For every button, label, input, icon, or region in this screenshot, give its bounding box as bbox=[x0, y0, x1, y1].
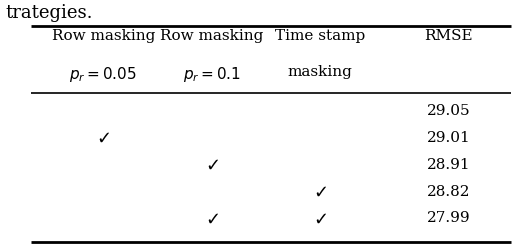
Text: $\checkmark$: $\checkmark$ bbox=[96, 129, 110, 147]
Text: $p_r = 0.05$: $p_r = 0.05$ bbox=[69, 65, 137, 84]
Text: 27.99: 27.99 bbox=[427, 211, 471, 225]
Text: trategies.: trategies. bbox=[5, 4, 93, 22]
Text: RMSE: RMSE bbox=[425, 29, 473, 43]
Text: $p_r = 0.1$: $p_r = 0.1$ bbox=[183, 65, 240, 84]
Text: 28.82: 28.82 bbox=[427, 184, 471, 199]
Text: 29.05: 29.05 bbox=[427, 104, 471, 118]
Text: Row masking: Row masking bbox=[52, 29, 155, 43]
Text: 28.91: 28.91 bbox=[427, 158, 471, 172]
Text: $\checkmark$: $\checkmark$ bbox=[313, 183, 327, 201]
Text: 29.01: 29.01 bbox=[427, 131, 471, 145]
Text: $\checkmark$: $\checkmark$ bbox=[204, 209, 219, 227]
Text: $\checkmark$: $\checkmark$ bbox=[313, 209, 327, 227]
Text: $\checkmark$: $\checkmark$ bbox=[204, 156, 219, 174]
Text: Time stamp: Time stamp bbox=[275, 29, 365, 43]
Text: masking: masking bbox=[287, 65, 352, 79]
Text: Row masking: Row masking bbox=[160, 29, 263, 43]
